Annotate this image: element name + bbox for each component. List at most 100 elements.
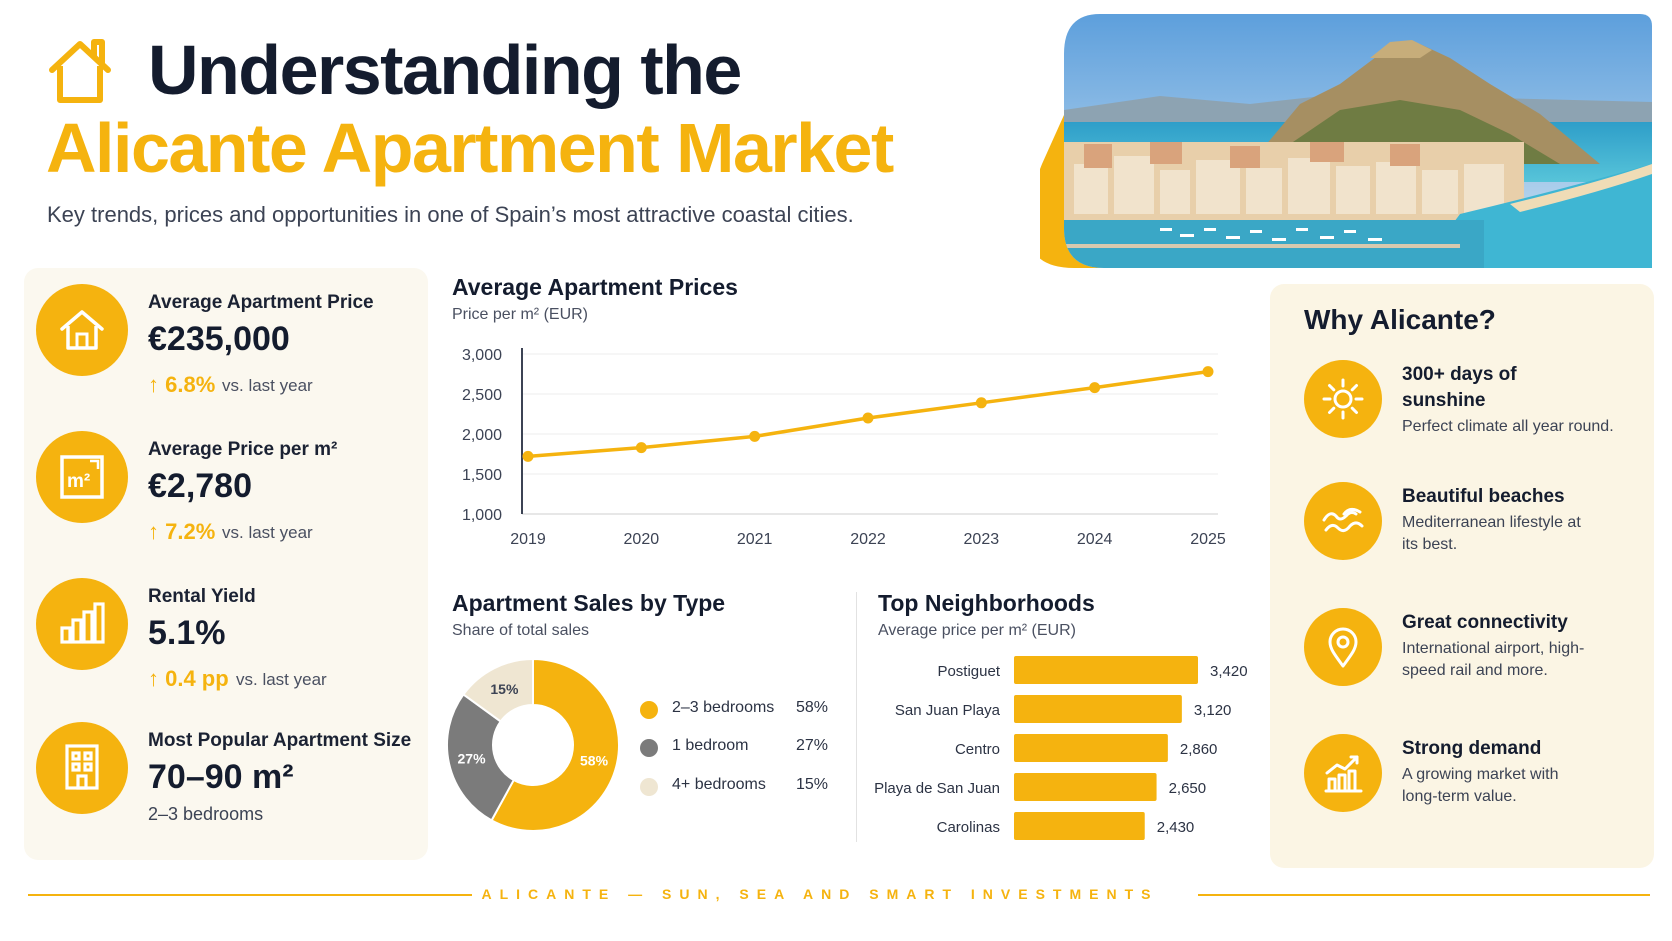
kpi-label: Average Apartment Price bbox=[148, 292, 374, 313]
page-subtitle: Key trends, prices and opportunities in … bbox=[47, 202, 854, 227]
bar-chart-icon bbox=[36, 578, 128, 670]
legend-swatch bbox=[640, 739, 658, 757]
why-alicante-panel: Why Alicante? 300+ days of sunshine Perf… bbox=[1270, 284, 1654, 868]
why-description: A growing market with long-term value. bbox=[1402, 766, 1559, 805]
bar-value-label: 2,650 bbox=[1169, 780, 1207, 797]
legend-value: 15% bbox=[796, 776, 829, 793]
kpi-value: €2,780 bbox=[148, 467, 252, 505]
data-point bbox=[1089, 382, 1101, 394]
legend-label: 4+ bedrooms bbox=[672, 776, 766, 793]
legend-swatch bbox=[640, 778, 658, 796]
y-tick-label: 1,000 bbox=[462, 507, 502, 524]
bar bbox=[1014, 695, 1182, 723]
donut-slice bbox=[446, 693, 516, 822]
kpi-label: Average Price per m² bbox=[148, 439, 338, 460]
bar-chart-subtitle: Average price per m² (EUR) bbox=[878, 622, 1076, 639]
legend-swatch bbox=[640, 701, 658, 719]
why-item-beaches: Beautiful beaches Mediterranean lifestyl… bbox=[1270, 482, 1654, 602]
sun-icon bbox=[1304, 360, 1382, 438]
kpi-average-price: Average Apartment Price €235,000 ↑ 6.8% … bbox=[24, 268, 428, 416]
data-point bbox=[635, 442, 647, 454]
neighborhood-bar-chart: Postiguet 3,420 San Juan Playa 3,120 Centro 2… bbox=[874, 656, 1248, 840]
kpi-comparison: vs. last year bbox=[222, 523, 313, 542]
x-tick-label: 2020 bbox=[624, 531, 660, 548]
why-description: International airport, high-speed rail a… bbox=[1402, 640, 1585, 679]
why-item-sunshine: 300+ days of sunshine Perfect climate al… bbox=[1270, 360, 1654, 480]
data-point bbox=[862, 412, 874, 424]
data-point bbox=[975, 397, 987, 409]
page-title-line2: Alicante Apartment Market bbox=[46, 109, 894, 187]
building-icon bbox=[36, 722, 128, 814]
why-title: Why Alicante? bbox=[1304, 304, 1496, 335]
kpi-value: €235,000 bbox=[148, 320, 290, 358]
kpi-popular-size: Most Popular Apartment Size 70–90 m² 2–3… bbox=[24, 706, 428, 854]
legend-value: 58% bbox=[796, 699, 829, 716]
bar-category-label: Carolinas bbox=[937, 819, 1000, 836]
house-logo-icon bbox=[49, 39, 111, 103]
x-tick-label: 2024 bbox=[1077, 531, 1113, 548]
kpi-rental-yield: Rental Yield 5.1% ↑ 0.4 pp vs. last year bbox=[24, 562, 428, 710]
why-heading: Great connectivity bbox=[1402, 612, 1568, 633]
y-tick-label: 2,000 bbox=[462, 427, 502, 444]
kpi-value: 70–90 m² bbox=[148, 758, 294, 796]
why-description: Mediterranean lifestyle at its best. bbox=[1402, 514, 1581, 553]
why-heading: Strong demand bbox=[1402, 738, 1542, 759]
bar-category-label: Playa de San Juan bbox=[874, 780, 1000, 797]
house-icon bbox=[36, 284, 128, 376]
bar bbox=[1014, 773, 1157, 801]
legend-item: 1 bedroom 27% bbox=[640, 735, 840, 759]
legend-label: 1 bedroom bbox=[672, 737, 749, 754]
bar-category-label: Postiguet bbox=[937, 663, 1000, 680]
kpi-detail: 2–3 bedrooms bbox=[148, 804, 264, 824]
x-tick-label: 2023 bbox=[964, 531, 1000, 548]
section-divider bbox=[856, 592, 857, 842]
page-title-line1: Understanding the bbox=[148, 31, 742, 109]
y-tick-label: 3,000 bbox=[462, 347, 502, 364]
bar-value-label: 3,420 bbox=[1210, 663, 1248, 680]
donut-chart-subtitle: Share of total sales bbox=[452, 622, 589, 639]
x-tick-label: 2021 bbox=[737, 531, 773, 548]
location-pin-icon bbox=[1304, 608, 1382, 686]
donut-slice bbox=[490, 657, 620, 832]
price-line-chart: 1,000 1,500 2,000 2,500 3,000 2019 2020 2021 202… bbox=[462, 347, 1226, 548]
coastal-city-photo bbox=[1040, 14, 1652, 268]
x-tick-label: 2019 bbox=[510, 531, 546, 548]
bar-chart-title: Top Neighborhoods bbox=[878, 590, 1095, 616]
growth-chart-icon bbox=[1304, 734, 1382, 812]
footer-line-right bbox=[1198, 894, 1650, 896]
data-point bbox=[749, 430, 761, 442]
bar-value-label: 2,860 bbox=[1180, 741, 1218, 758]
waves-icon bbox=[1304, 482, 1382, 560]
footer-line-left bbox=[28, 894, 472, 896]
x-tick-label: 2022 bbox=[850, 531, 886, 548]
data-point bbox=[1202, 366, 1214, 378]
kpi-change: ↑ 0.4 pp bbox=[148, 666, 229, 691]
kpi-comparison: vs. last year bbox=[236, 670, 327, 689]
m2-icon: m² bbox=[36, 431, 128, 523]
bar-value-label: 3,120 bbox=[1194, 702, 1232, 719]
bar-category-label: San Juan Playa bbox=[895, 702, 1001, 719]
kpi-price-per-m2: m² Average Price per m² €2,780 ↑ 7.2% vs… bbox=[24, 415, 428, 563]
legend-label: 2–3 bedrooms bbox=[672, 699, 775, 716]
legend-item: 4+ bedrooms 15% bbox=[640, 774, 840, 798]
bar bbox=[1014, 812, 1145, 840]
why-heading: 300+ days of sunshine bbox=[1402, 364, 1517, 411]
footer-tagline: ALICANTE — SUN, SEA AND SMART INVESTMENT… bbox=[481, 886, 1159, 902]
why-item-demand: Strong demand A growing market with long… bbox=[1270, 734, 1654, 854]
bar bbox=[1014, 734, 1168, 762]
why-description: Perfect climate all year round. bbox=[1402, 418, 1614, 435]
donut-slice bbox=[462, 657, 534, 723]
bar bbox=[1014, 656, 1198, 684]
kpi-value: 5.1% bbox=[148, 614, 226, 652]
line-chart-subtitle: Price per m² (EUR) bbox=[452, 306, 589, 323]
svg-text:m²: m² bbox=[67, 471, 90, 492]
line-chart-title: Average Apartment Prices bbox=[452, 274, 738, 300]
legend-item: 2–3 bedrooms 58% bbox=[640, 697, 840, 721]
slice-label: 27% bbox=[458, 751, 487, 767]
kpi-comparison: vs. last year bbox=[222, 376, 313, 395]
kpi-label: Most Popular Apartment Size bbox=[148, 730, 412, 751]
sales-donut-chart: 58% 27% 15% bbox=[446, 657, 620, 832]
legend-value: 27% bbox=[796, 737, 829, 754]
why-item-connectivity: Great connectivity International airport… bbox=[1270, 608, 1654, 728]
bar-value-label: 2,430 bbox=[1157, 819, 1195, 836]
